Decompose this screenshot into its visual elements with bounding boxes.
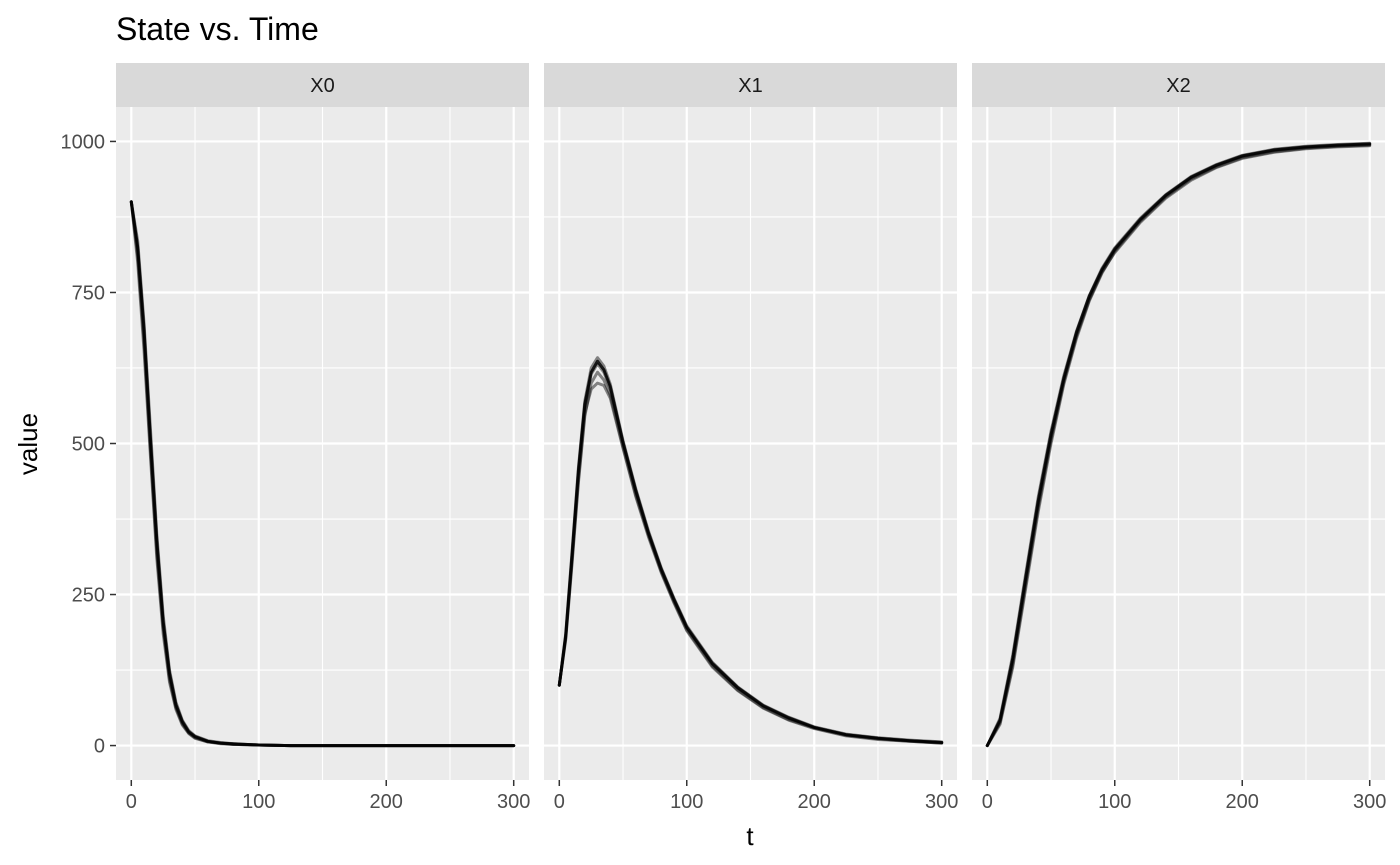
x-tick-label: 100 [242,791,275,813]
x-tick-label: 200 [370,791,403,813]
strip-label-x0: X0 [310,75,334,97]
x-tick-label: 200 [1226,791,1259,813]
series-line-x0-5 [129,200,516,748]
series-line-x2-2 [985,143,1372,748]
y-tick-label: 500 [72,434,105,456]
x-tick-label: 200 [798,791,831,813]
strip-x1 [544,63,957,107]
panels-layer: X0 0 100 200 300 X1 0 100 200 300 X2 0 100 200 300 0 250… [61,63,1386,813]
strip-x2 [972,63,1385,107]
panel-x0: X0 0 100 200 300 [116,63,530,813]
y-tick-label: 750 [72,282,105,304]
x-tick-label: 300 [497,791,530,813]
x-axis-title: t [746,821,754,851]
series-line-x2-5 [985,142,1372,748]
x-tick-label: 0 [982,791,993,813]
x-tick-label: 0 [554,791,565,813]
y-tick-label: 1000 [61,131,106,153]
y-tick-label: 250 [72,585,105,607]
x-tick-label: 300 [1353,791,1386,813]
panel-x2: X2 0 100 200 300 [972,63,1386,813]
y-axis-title: value [13,413,43,475]
strip-label-x1: X1 [738,75,762,97]
panel-x1: X1 0 100 200 300 [544,63,958,813]
strip-x0 [116,63,529,107]
chart-title: State vs. Time [116,11,319,47]
strip-label-x2: X2 [1166,75,1190,97]
x-tick-label: 100 [670,791,703,813]
y-axis: 0 250 500 750 1000 [61,131,116,758]
y-tick-label: 0 [94,736,105,758]
x-tick-label: 300 [925,791,958,813]
series-line-x1-5 [557,359,944,744]
x-tick-label: 0 [126,791,137,813]
x-tick-label: 100 [1098,791,1131,813]
